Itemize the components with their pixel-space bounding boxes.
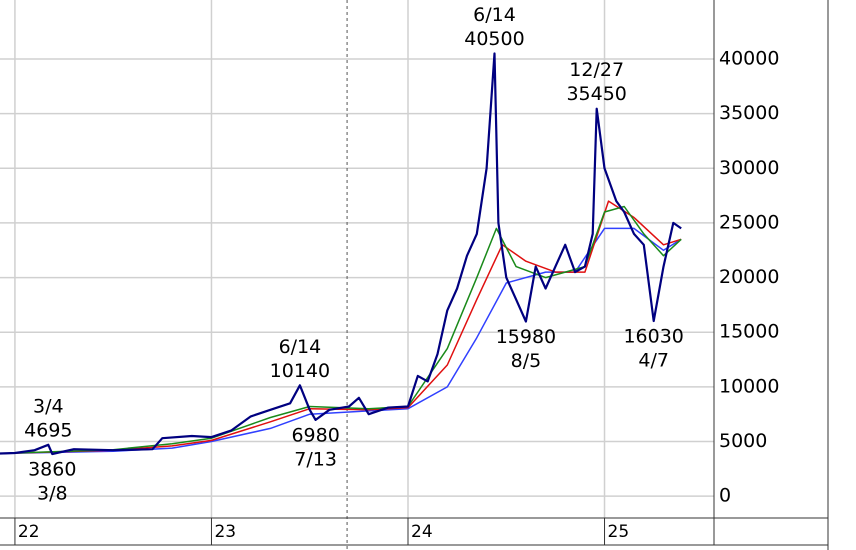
annotation-value: 40500 [464,28,524,50]
x-tick-label: 23 [214,522,236,542]
annotation-date: 12/27 [569,59,624,81]
y-tick-label: 5000 [719,430,767,452]
y-tick-label: 25000 [719,211,779,233]
annotation-value: 4695 [24,419,72,441]
series-line [0,200,682,455]
y-tick-label: 15000 [719,321,779,343]
annotation-date: 8/5 [511,350,542,372]
series-line [0,52,682,456]
x-tick-label: 24 [411,522,433,542]
annotation-value: 15980 [496,326,556,348]
annotation-date: 6/14 [473,4,516,26]
annotation-value: 6980 [291,424,339,446]
y-tick-label: 40000 [719,48,779,70]
y-tick-label: 10000 [719,375,779,397]
y-tick-label: 0 [719,485,731,507]
annotation-value: 35450 [566,83,626,105]
annotation-date: 3/4 [33,395,64,417]
annotation-date: 3/8 [37,482,68,504]
x-tick-label: 22 [18,522,40,542]
annotation-date: 6/14 [279,336,322,358]
series-line [0,227,682,455]
annotation-value: 16030 [623,325,683,347]
annotation-date: 7/13 [294,448,337,470]
series-line [0,205,682,455]
y-tick-label: 20000 [719,266,779,288]
annotation-value: 10140 [270,360,330,382]
y-tick-label: 35000 [719,102,779,124]
annotation-value: 3860 [28,458,76,480]
x-tick-label: 25 [608,522,630,542]
y-tick-label: 30000 [719,157,779,179]
annotation-date: 4/7 [638,349,669,371]
